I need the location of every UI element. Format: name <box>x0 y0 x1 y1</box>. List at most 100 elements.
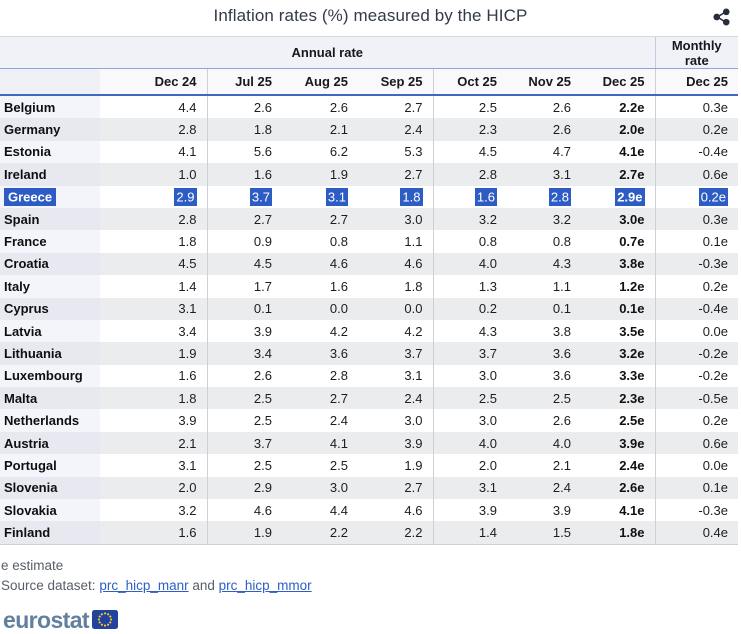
annual-value-cell: 2.3 <box>432 118 507 141</box>
table-row[interactable]: Portugal 3.1 2.5 2.5 1.9 2.0 2.1 2.4e 0.0e <box>0 454 739 477</box>
annual-value-text: 0.8 <box>329 234 348 250</box>
country-label-text: France <box>4 234 47 250</box>
annual-value-text: 0.0 <box>404 301 423 317</box>
country-label[interactable]: Ireland <box>0 163 100 186</box>
annual-value-text: 1.4 <box>478 525 497 541</box>
table-row[interactable]: Estonia 4.1 5.6 6.2 5.3 4.5 4.7 4.1e -0.4e <box>0 140 739 164</box>
annual-value-text: 3.1 <box>178 457 197 473</box>
country-label[interactable]: Spain <box>0 207 100 231</box>
country-label[interactable]: Greece <box>0 185 100 208</box>
annual-value-text: 3.8 <box>552 323 571 339</box>
table-row[interactable]: Luxembourg 1.6 2.6 2.8 3.1 3.0 3.6 3.3e -0.2e <box>0 364 739 388</box>
annual-value-text: 3.0e <box>619 211 645 227</box>
annual-value-text: 2.5 <box>478 390 497 406</box>
annual-value-text: 3.6 <box>552 368 571 384</box>
country-label-text: Italy <box>4 278 31 294</box>
annual-value-text: 4.4 <box>329 502 348 518</box>
country-label[interactable]: Portugal <box>0 454 100 477</box>
table-row[interactable]: Latvia 3.4 3.9 4.2 4.2 4.3 3.8 3.5e 0.0e <box>0 319 739 343</box>
annual-value-text: 2.9 <box>253 480 272 496</box>
title-bar: Inflation rates (%) measured by the HICP <box>0 0 741 36</box>
table-row[interactable]: Ireland 1.0 1.6 1.9 2.7 2.8 3.1 2.7e 0.6e <box>0 163 739 186</box>
monthly-value-text: 0.4e <box>702 525 729 541</box>
table-row[interactable]: France 1.8 0.9 0.8 1.1 0.8 0.8 0.7e 0.1e <box>0 230 739 253</box>
table-row[interactable]: Spain 2.8 2.7 2.7 3.0 3.2 3.2 3.0e 0.3e <box>0 207 739 231</box>
monthly-value-text: 0.6e <box>702 166 729 182</box>
table-row[interactable]: Belgium 4.4 2.6 2.6 2.7 2.5 2.6 2.2e 0.3e <box>0 95 739 119</box>
annual-value-cell: 4.0 <box>507 431 581 455</box>
table-row[interactable]: Croatia 4.5 4.5 4.6 4.6 4.0 4.3 3.8e -0.3e <box>0 252 739 276</box>
monthly-value-text: -0.2e <box>698 345 729 361</box>
country-label[interactable]: Austria <box>0 431 100 455</box>
country-label-text: Estonia <box>4 144 51 160</box>
table-row[interactable]: Germany 2.8 1.8 2.1 2.4 2.3 2.6 2.0e 0.2e <box>0 118 739 141</box>
annual-value-cell: 2.4 <box>358 118 433 141</box>
annual-value-cell: 3.9 <box>507 499 581 522</box>
country-label[interactable]: Latvia <box>0 319 100 343</box>
table-row[interactable]: Slovenia 2.0 2.9 3.0 2.7 3.1 2.4 2.6e 0.1e <box>0 476 739 500</box>
share-button[interactable] <box>710 6 732 28</box>
monthly-value-cell: -0.2e <box>654 342 739 365</box>
annual-value-cell: 5.3 <box>358 140 433 164</box>
annual-value-cell: 2.5 <box>206 387 282 410</box>
table-row[interactable]: Lithuania 1.9 3.4 3.6 3.7 3.7 3.6 3.2e -0.2e <box>0 342 739 365</box>
source-link-manr[interactable]: prc_hicp_manr <box>99 577 189 593</box>
annual-value-cell: 2.5 <box>206 409 282 432</box>
annual-value-text: 2.8 <box>478 166 497 182</box>
country-label[interactable]: Lithuania <box>0 342 100 365</box>
eurostat-logo[interactable]: eurostat <box>3 608 138 634</box>
annual-value-cell: 4.5 <box>206 252 282 276</box>
annual-value-text: 2.9 <box>174 187 197 206</box>
annual-value-cell: 2.6 <box>507 95 581 119</box>
annual-value-text: 4.2 <box>404 323 423 339</box>
table-row[interactable]: Greece 2.9 3.7 3.1 1.8 1.6 2.8 2.9e 0.2e <box>0 185 739 208</box>
monthly-value-cell: 0.0e <box>654 319 739 343</box>
country-label[interactable]: Luxembourg <box>0 364 100 388</box>
annual-value-cell: 1.6 <box>100 364 207 388</box>
table-row[interactable]: Malta 1.8 2.5 2.7 2.4 2.5 2.5 2.3e -0.5e <box>0 387 739 410</box>
eu-flag-icon <box>91 609 118 634</box>
country-label[interactable]: Estonia <box>0 140 100 164</box>
country-label[interactable]: Netherlands <box>0 409 100 432</box>
country-label[interactable]: Malta <box>0 387 100 410</box>
annual-value-cell: 3.1 <box>507 163 581 186</box>
monthly-value-cell: -0.4e <box>654 140 739 164</box>
country-label-text: Cyprus <box>4 301 49 317</box>
annual-value-cell: 0.1 <box>206 297 282 320</box>
country-label[interactable]: Italy <box>0 275 100 298</box>
annual-value-text: 0.9 <box>253 234 272 250</box>
country-label[interactable]: Slovenia <box>0 476 100 500</box>
table-row[interactable]: Austria 2.1 3.7 4.1 3.9 4.0 4.0 3.9e 0.6e <box>0 431 739 455</box>
source-separator: and <box>188 577 219 593</box>
annual-value-text: 2.3e <box>619 390 645 406</box>
annual-value-text: 0.7e <box>619 234 645 250</box>
col-header-oct25: Oct 25 <box>432 68 507 96</box>
table-row[interactable]: Finland 1.6 1.9 2.2 2.2 1.4 1.5 1.8e 0.4e <box>0 521 739 545</box>
country-label[interactable]: Belgium <box>0 95 100 119</box>
annual-value-cell: 0.0 <box>358 297 433 320</box>
country-label[interactable]: Finland <box>0 521 100 545</box>
country-label[interactable]: Germany <box>0 118 100 141</box>
country-label[interactable]: Slovakia <box>0 499 100 522</box>
annual-value-cell: 2.1 <box>100 431 207 455</box>
table-row[interactable]: Cyprus 3.1 0.1 0.0 0.0 0.2 0.1 0.1e -0.4e <box>0 297 739 320</box>
annual-value-text: 0.1 <box>253 301 272 317</box>
table-row[interactable]: Slovakia 3.2 4.6 4.4 4.6 3.9 3.9 4.1e -0.3e <box>0 499 739 522</box>
monthly-value-text: -0.3e <box>698 256 729 272</box>
table-row[interactable]: Italy 1.4 1.7 1.6 1.8 1.3 1.1 1.2e 0.2e <box>0 275 739 298</box>
annual-value-cell: 4.5 <box>432 140 507 164</box>
annual-value-cell: 2.7e <box>581 163 656 186</box>
annual-value-text: 2.2 <box>404 525 423 541</box>
country-label[interactable]: Cyprus <box>0 297 100 320</box>
country-label-text: Belgium <box>4 99 56 115</box>
source-link-mmor[interactable]: prc_hicp_mmor <box>218 577 312 593</box>
annual-value-cell: 2.6 <box>206 95 282 119</box>
annual-value-cell: 3.7 <box>206 431 282 455</box>
annual-value-cell: 4.6 <box>358 252 433 276</box>
annual-value-text: 1.8e <box>619 525 645 541</box>
country-label[interactable]: Croatia <box>0 252 100 276</box>
monthly-value-text: 0.1e <box>702 234 729 250</box>
annual-value-cell: 2.3e <box>581 387 656 410</box>
table-row[interactable]: Netherlands 3.9 2.5 2.4 3.0 3.0 2.6 2.5e 0.2e <box>0 409 739 432</box>
country-label[interactable]: France <box>0 230 100 253</box>
